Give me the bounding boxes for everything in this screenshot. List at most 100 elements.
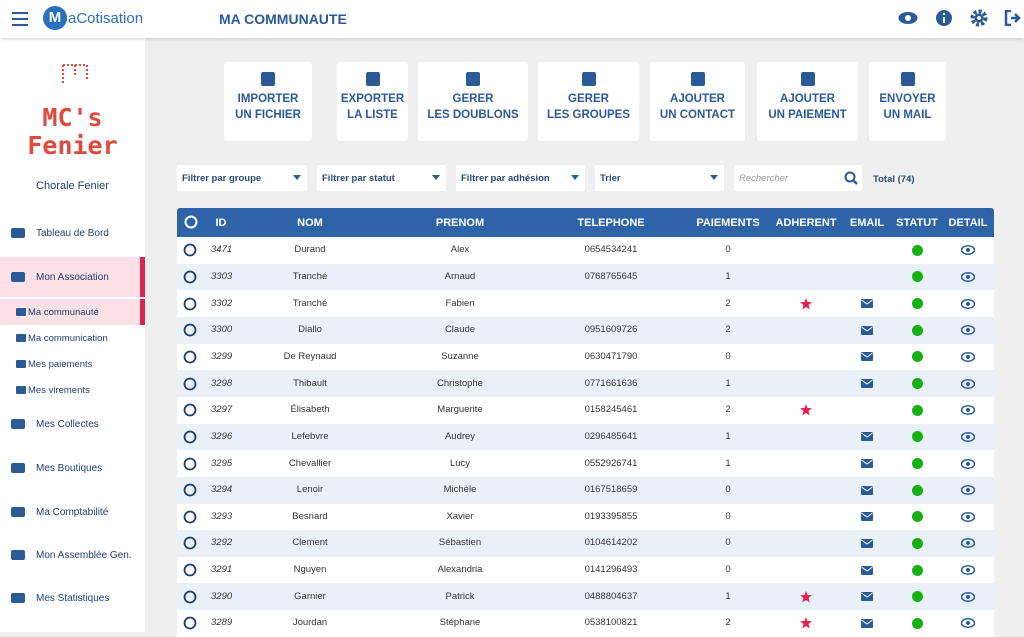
email-icon[interactable]: [861, 379, 873, 389]
detail-button[interactable]: [961, 591, 975, 602]
table-row: [177, 396, 994, 424]
settings-icon[interactable]: [970, 9, 988, 27]
detail-button[interactable]: [961, 378, 975, 389]
detail-button[interactable]: [961, 485, 975, 496]
action-button[interactable]: GERER LES DOUBLONS: [418, 62, 528, 141]
status-dot: [911, 564, 923, 576]
nav-item[interactable]: Mes Collectes: [0, 404, 145, 444]
row-prenom: Marguerite: [437, 404, 483, 416]
email-icon[interactable]: [861, 352, 873, 362]
detail-button[interactable]: [961, 431, 975, 442]
status-dot: [911, 431, 923, 443]
detail-button[interactable]: [961, 565, 975, 576]
detail-button[interactable]: [961, 618, 975, 629]
email-icon[interactable]: [861, 512, 873, 522]
email-icon[interactable]: [861, 565, 873, 575]
row-checkbox[interactable]: [183, 270, 197, 284]
row-paiements: 1: [725, 270, 731, 282]
status-dot: [911, 458, 923, 470]
action-button[interactable]: AJOUTER UN PAIEMENT: [757, 62, 858, 141]
row-telephone: 0104614202: [584, 537, 638, 549]
row-checkbox[interactable]: [183, 350, 197, 364]
row-checkbox[interactable]: [183, 323, 197, 337]
email-icon[interactable]: [861, 299, 873, 309]
nav-label: Mes Collectes: [36, 418, 99, 430]
detail-button[interactable]: [961, 325, 975, 336]
row-nom: Diallo: [298, 324, 322, 336]
action-label: UN PAIEMENT: [768, 108, 847, 121]
filter-select[interactable]: Filtrer par adhésion: [456, 165, 585, 191]
row-checkbox[interactable]: [183, 483, 197, 497]
row-checkbox[interactable]: [183, 590, 197, 604]
email-icon[interactable]: [861, 432, 873, 442]
row-checkbox[interactable]: [183, 616, 197, 630]
row-prenom: Alexandria: [437, 564, 483, 576]
email-icon[interactable]: [861, 538, 873, 548]
row-id: 3303: [211, 270, 233, 282]
action-button[interactable]: ENVOYER UN MAIL: [869, 62, 946, 141]
detail-button[interactable]: [961, 538, 975, 549]
select-all[interactable]: [184, 215, 198, 229]
subnav-item[interactable]: Ma communication: [0, 325, 145, 351]
logo-mark[interactable]: M: [43, 6, 67, 30]
status-dot: [911, 404, 923, 416]
search-icon[interactable]: [844, 171, 858, 185]
status-dot: [911, 244, 923, 256]
action-button[interactable]: AJOUTER UN CONTACT: [650, 62, 745, 141]
action-button[interactable]: IMPORTER UN FICHIER: [224, 62, 312, 141]
logo-text[interactable]: aCotisation: [68, 10, 144, 27]
nav-item[interactable]: Ma Comptabilité: [0, 492, 145, 532]
filter-label: Trier: [600, 173, 621, 184]
email-icon[interactable]: [861, 485, 873, 495]
detail-button[interactable]: [961, 351, 975, 362]
nav-label: Tableau de Bord: [36, 227, 109, 239]
action-button[interactable]: GERER LES GROUPES: [538, 62, 639, 141]
row-checkbox[interactable]: [183, 297, 197, 311]
action-icon: [900, 72, 915, 86]
action-label: UN MAIL: [883, 108, 932, 121]
info-icon[interactable]: [935, 9, 953, 27]
nav-item[interactable]: Tableau de Bord: [0, 213, 145, 253]
top-bar: M aCotisation MA COMMUNAUTE: [0, 0, 1024, 38]
view-icon[interactable]: [898, 11, 918, 25]
row-checkbox[interactable]: [183, 430, 197, 444]
email-icon[interactable]: [861, 459, 873, 469]
row-checkbox[interactable]: [183, 510, 197, 524]
table-row: [177, 476, 994, 504]
nav-icon: [0, 270, 36, 284]
row-checkbox[interactable]: [183, 243, 197, 257]
row-nom: Tranché: [292, 270, 328, 282]
nav-item[interactable]: Mes Statistiques: [0, 578, 145, 618]
filter-select[interactable]: Filtrer par statut: [317, 165, 446, 191]
row-checkbox[interactable]: [183, 536, 197, 550]
row-checkbox[interactable]: [183, 377, 197, 391]
detail-button[interactable]: [961, 511, 975, 522]
table-row: [177, 556, 994, 584]
detail-button[interactable]: [961, 458, 975, 469]
email-icon[interactable]: [861, 618, 873, 628]
detail-button[interactable]: [961, 298, 975, 309]
detail-button[interactable]: [961, 245, 975, 256]
nav-item[interactable]: Mes Boutiques: [0, 448, 145, 488]
action-button[interactable]: EXPORTER LA LISTE: [337, 62, 408, 141]
menu-button[interactable]: [12, 12, 28, 26]
email-icon[interactable]: [861, 592, 873, 602]
detail-button[interactable]: [961, 272, 975, 282]
nav-item[interactable]: Mon Assemblée Gen.: [0, 535, 145, 575]
row-checkbox[interactable]: [183, 457, 197, 471]
nav-item[interactable]: Mon Association: [0, 257, 145, 297]
filter-select[interactable]: Filtrer par groupe: [177, 165, 307, 191]
subnav-item[interactable]: Mes paiements: [0, 351, 145, 377]
email-icon[interactable]: [861, 325, 873, 335]
row-telephone: 0630471790: [584, 350, 638, 362]
row-id: 3290: [211, 590, 233, 602]
subnav-item[interactable]: Mes virements: [0, 377, 145, 403]
logout-icon[interactable]: [1004, 10, 1022, 26]
row-checkbox[interactable]: [183, 563, 197, 577]
detail-button[interactable]: [961, 405, 975, 416]
row-checkbox[interactable]: [183, 403, 197, 417]
search-box[interactable]: Rechercher: [734, 165, 862, 191]
subnav-item[interactable]: Ma communauté: [0, 299, 145, 325]
action-icon: [800, 72, 815, 86]
filter-select[interactable]: Trier: [595, 165, 724, 191]
